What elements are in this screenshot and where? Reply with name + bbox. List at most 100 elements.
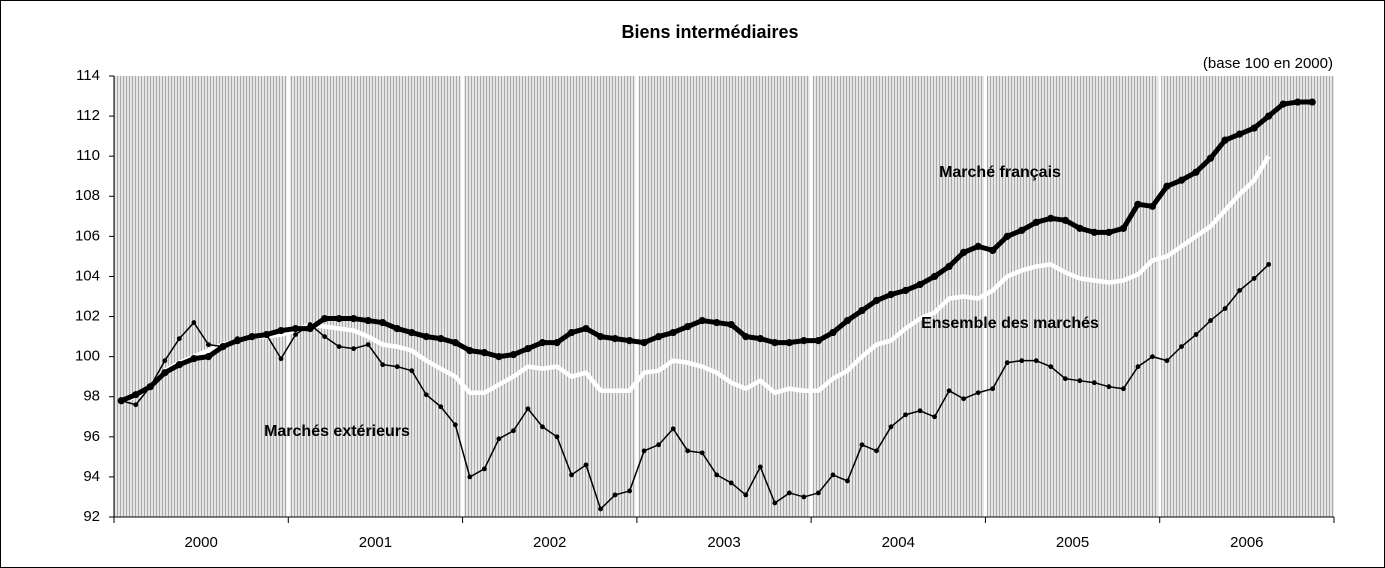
- point: [569, 472, 574, 478]
- point: [394, 364, 400, 370]
- point: [1221, 136, 1229, 144]
- point: [191, 320, 197, 325]
- point: [698, 316, 706, 325]
- point: [1179, 344, 1184, 350]
- point: [1076, 224, 1084, 232]
- point: [917, 408, 923, 414]
- series-label: Marchés extérieurs: [264, 423, 410, 440]
- point: [554, 434, 560, 440]
- point: [291, 324, 300, 333]
- point: [640, 339, 648, 347]
- point: [206, 342, 211, 348]
- point: [843, 316, 852, 325]
- point: [1119, 224, 1128, 232]
- point: [118, 398, 124, 404]
- y-tick-label: 96: [83, 428, 100, 445]
- point: [641, 448, 647, 454]
- point: [1193, 332, 1199, 337]
- series-line: [121, 263, 1270, 510]
- point: [596, 332, 605, 341]
- point: [133, 402, 139, 408]
- point: [669, 328, 677, 337]
- point: [1235, 130, 1244, 138]
- x-tick-label: 2005: [1056, 534, 1089, 551]
- point: [393, 324, 401, 333]
- point: [1090, 228, 1098, 236]
- point: [161, 369, 169, 377]
- point: [350, 314, 358, 323]
- point: [1061, 216, 1069, 224]
- point: [495, 353, 503, 361]
- point: [1266, 262, 1272, 267]
- point: [307, 322, 313, 327]
- point: [467, 474, 473, 480]
- point: [1265, 112, 1273, 120]
- x-tick-label: 2000: [184, 534, 217, 551]
- point: [1062, 376, 1068, 382]
- point: [1279, 100, 1287, 108]
- point: [1251, 276, 1257, 281]
- point: [336, 344, 342, 350]
- y-tick-label: 106: [75, 227, 100, 244]
- point: [874, 448, 879, 454]
- point: [903, 412, 908, 418]
- point: [162, 358, 168, 364]
- point: [1222, 306, 1228, 311]
- point: [540, 424, 545, 430]
- point: [322, 334, 327, 339]
- point: [772, 500, 778, 506]
- point: [379, 318, 387, 327]
- point: [743, 492, 749, 498]
- point: [553, 339, 561, 347]
- point: [785, 339, 793, 347]
- point: [1003, 232, 1011, 240]
- y-tick-label: 100: [75, 348, 100, 365]
- point: [538, 339, 547, 347]
- point: [351, 346, 357, 352]
- y-tick-label: 110: [76, 147, 100, 164]
- point: [612, 492, 618, 498]
- point: [713, 318, 721, 327]
- point: [727, 320, 735, 329]
- point: [974, 242, 982, 250]
- point: [845, 478, 850, 484]
- point: [1308, 98, 1316, 106]
- point: [1032, 218, 1040, 226]
- point: [496, 436, 502, 442]
- y-tick-label: 102: [75, 308, 100, 325]
- point: [1004, 360, 1010, 366]
- point: [1033, 358, 1039, 364]
- point: [1134, 200, 1142, 208]
- point: [409, 368, 415, 374]
- point: [1208, 318, 1213, 323]
- point: [175, 361, 183, 369]
- point: [989, 246, 997, 254]
- point: [1250, 124, 1258, 132]
- point: [961, 396, 967, 402]
- point: [786, 490, 792, 496]
- point: [960, 248, 968, 256]
- point: [423, 392, 429, 398]
- y-tick-label: 108: [75, 187, 100, 204]
- point: [916, 280, 924, 289]
- point: [190, 355, 198, 363]
- x-tick-label: 2006: [1230, 534, 1263, 551]
- point: [611, 334, 619, 343]
- point: [264, 332, 269, 337]
- point: [509, 351, 518, 359]
- y-tick-label: 92: [83, 508, 100, 525]
- point: [1077, 378, 1083, 384]
- point: [365, 342, 371, 348]
- y-tick-label: 104: [75, 267, 100, 284]
- point: [422, 332, 430, 341]
- point: [990, 386, 996, 392]
- point: [930, 272, 939, 281]
- point: [220, 344, 226, 350]
- subtitle: (base 100 en 2000): [1203, 55, 1333, 72]
- point: [598, 506, 603, 512]
- point: [525, 406, 531, 412]
- point: [1091, 380, 1097, 386]
- point: [656, 442, 662, 448]
- point: [946, 388, 952, 394]
